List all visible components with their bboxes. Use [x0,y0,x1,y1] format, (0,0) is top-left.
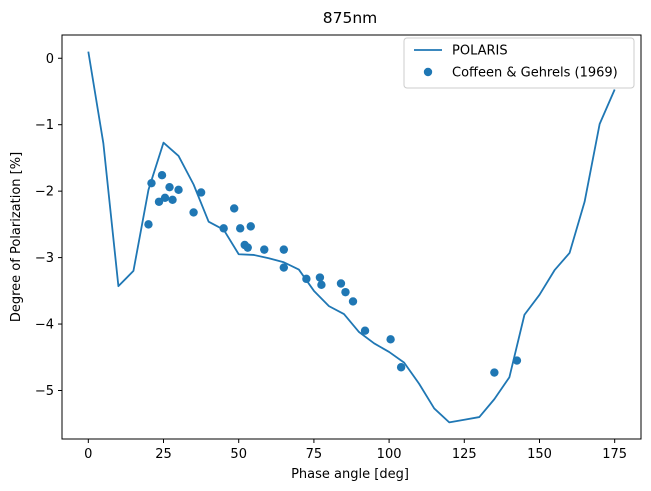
data-point [157,171,167,180]
x-tick-label: 25 [155,447,172,462]
x-tick-label: 100 [377,447,402,462]
data-point [490,368,499,377]
data-point [144,220,153,229]
legend-marker-swatch [423,67,433,77]
series-line-polaris [87,51,616,424]
data-point [196,188,206,197]
data-point [348,297,358,306]
data-point [336,279,346,288]
data-point [160,193,170,202]
legend: POLARIS Coffeen & Gehrels (1969) [403,37,635,89]
data-point [315,273,325,282]
data-point [396,363,406,372]
chart-title: 875nm [323,9,378,27]
axis-ticks: 0 25 50 75 100 125 150 175 0 −1 −2 −3 −4 −5 [35,52,627,462]
y-tick-label: −1 [35,118,54,133]
data-point [317,280,326,290]
y-tick-label: −2 [35,185,54,200]
y-tick-label: −5 [35,384,54,399]
data-point [236,224,245,233]
x-tick-label: 175 [602,447,627,462]
x-tick-label: 125 [452,447,477,462]
data-point [341,287,350,297]
data-point [174,185,183,195]
plot-area [61,34,642,440]
data-point [260,245,269,254]
x-axis-label: Phase angle [deg] [291,467,409,482]
data-point [279,245,289,254]
x-tick-label: 150 [527,447,552,462]
data-point [168,195,177,204]
data-point [154,197,164,206]
data-point [165,182,174,192]
legend-label-coffeen: Coffeen & Gehrels (1969) [452,66,618,81]
data-point [189,208,198,217]
data-point [302,274,311,284]
y-axis-label: Degree of Polarization [%] [9,152,24,322]
data-point [386,335,395,344]
data-point [147,178,156,188]
axes-frame [61,34,642,440]
data-point [219,224,228,233]
data-point [243,243,252,252]
data-point [279,263,289,272]
data-point [512,356,522,365]
x-tick-label: 50 [230,447,247,462]
data-point [360,326,370,335]
data-point [246,222,255,231]
data-point [230,204,239,213]
x-tick-label: 0 [84,447,92,462]
y-tick-label: −4 [35,318,54,333]
y-tick-label: 0 [46,52,54,67]
y-tick-label: −3 [35,251,54,266]
legend-label-polaris: POLARIS [452,44,508,59]
x-tick-label: 75 [306,447,323,462]
legend-box [403,37,635,89]
